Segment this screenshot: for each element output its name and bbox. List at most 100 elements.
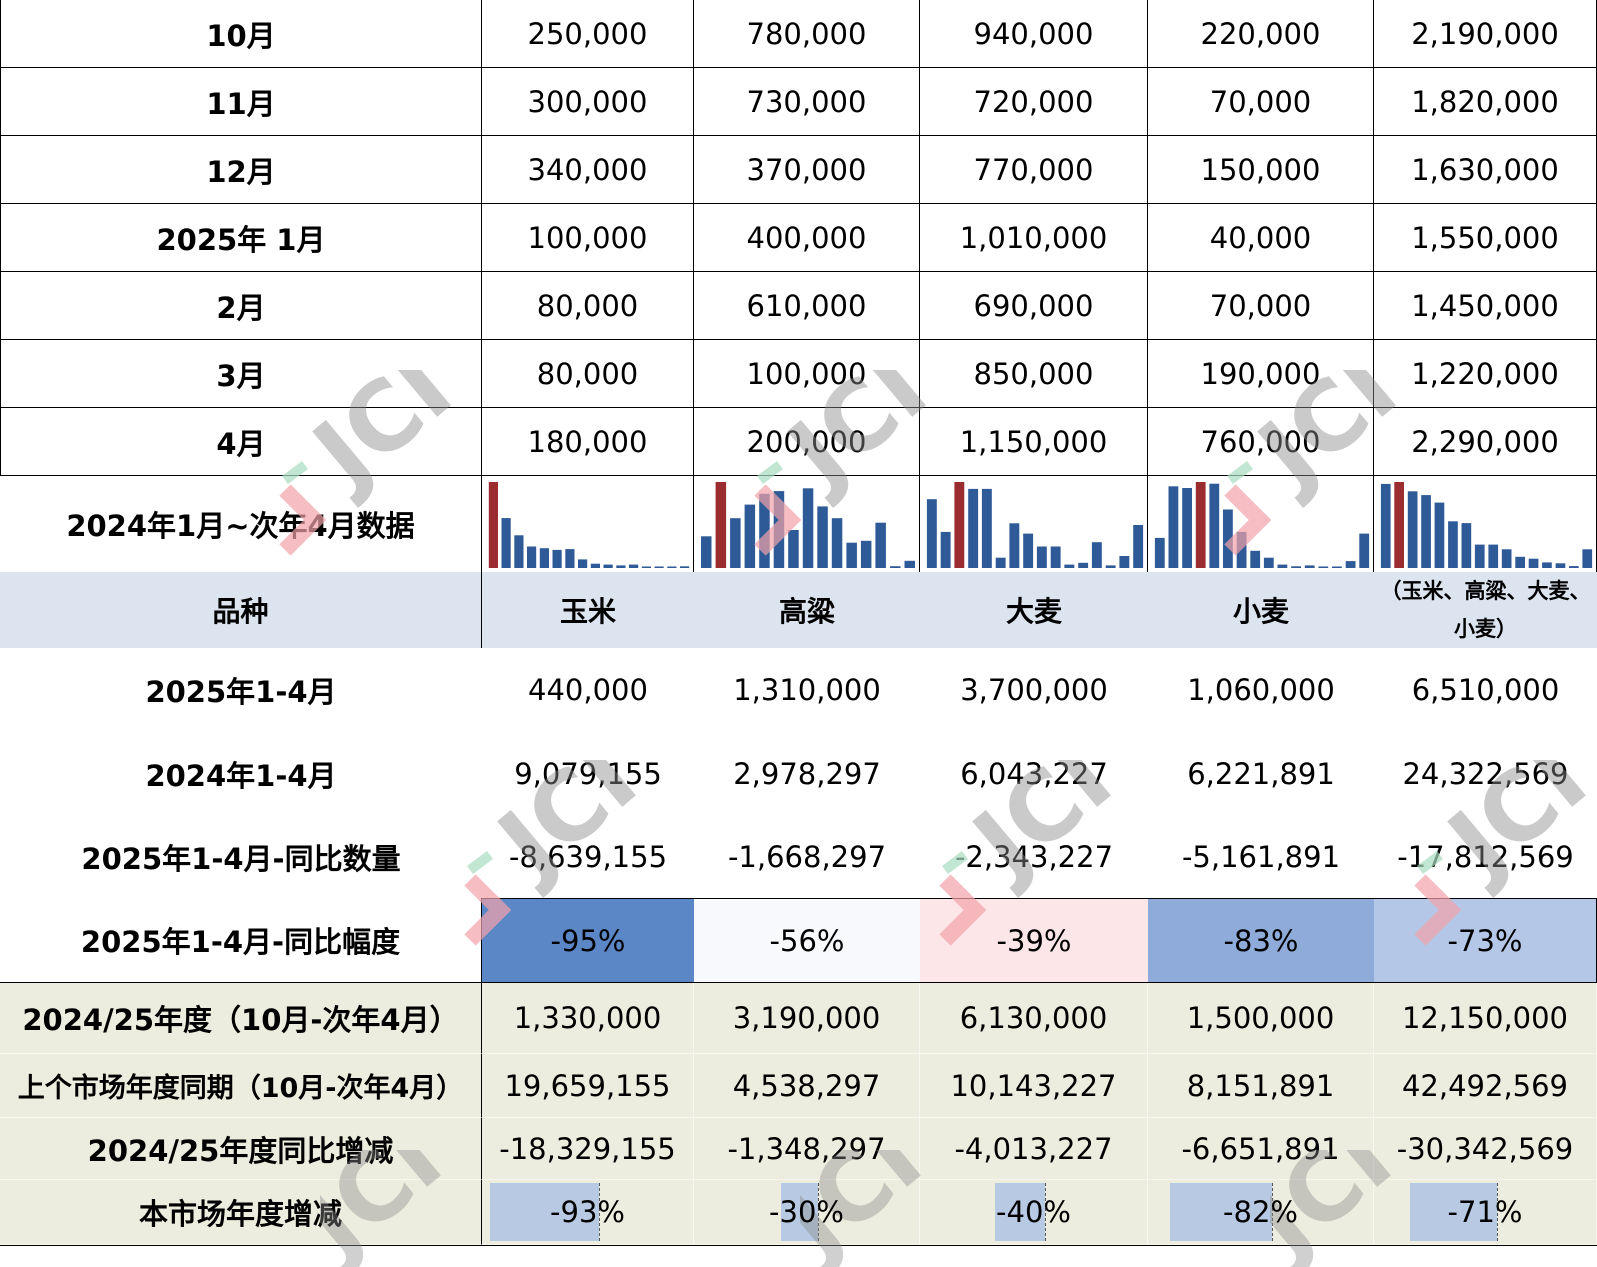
sparkline-bar [1132, 525, 1143, 568]
wheat-sparkline-chart [1154, 482, 1369, 568]
total-value: 2,290,000 [1374, 408, 1597, 476]
row-label: 2025年1-4月-同比幅度 [0, 898, 482, 982]
sparkline-bar [1407, 491, 1417, 568]
sparkline-bar [1077, 562, 1088, 568]
sparkline-bar [679, 566, 689, 568]
wheat-value: 40,000 [1148, 204, 1374, 272]
data-bar-axis [1045, 1183, 1047, 1241]
barley-value: 10,143,227 [920, 1054, 1148, 1118]
data-bar-axis [1272, 1183, 1274, 1241]
sparkline-bar [1380, 483, 1391, 568]
row-label: 12月 [0, 136, 482, 204]
row-label: 3月 [0, 340, 482, 408]
wheat-season-pct: -82% [1148, 1180, 1374, 1245]
sorghum-sparkline [694, 476, 920, 572]
total-value: 1,550,000 [1374, 204, 1597, 272]
table-row: 2025年 1月 100,000 400,000 1,010,000 40,00… [0, 204, 1597, 272]
table-row: 12月 340,000 370,000 770,000 150,000 1,63… [0, 136, 1597, 204]
total-value: 1,450,000 [1374, 272, 1597, 340]
sparkline-bar [1195, 482, 1206, 568]
total-value: 1,220,000 [1374, 340, 1597, 408]
sparkline-bar [1358, 533, 1369, 568]
sparkline-bar [1514, 556, 1525, 568]
row-label: 2025年 1月 [0, 204, 482, 272]
row-label: 上个市场年度同期（10月-次年4月） [0, 1054, 482, 1118]
sparkline-bar [1434, 502, 1444, 568]
sparkline-bar [564, 549, 574, 568]
sparkline-bar [981, 488, 992, 568]
pct-label: -40% [996, 1195, 1071, 1229]
table-row: 2025年1-4月-同比数量 -8,639,155 -1,668,297 -2,… [0, 816, 1597, 898]
table-row: 2024/25年度同比增减 -18,329,155 -1,348,297 -4,… [0, 1118, 1597, 1180]
wheat-value: 150,000 [1148, 136, 1374, 204]
sparkline-bar [802, 488, 813, 568]
barley-sparkline [920, 476, 1148, 572]
table-row: 2月 80,000 610,000 690,000 70,000 1,450,0… [0, 272, 1597, 340]
sparkline-bar [1208, 483, 1219, 568]
sparkline-bar [816, 506, 828, 568]
corn-value: -18,329,155 [482, 1118, 694, 1180]
sorghum-sparkline-chart [700, 482, 915, 568]
sparkline-bar [488, 482, 498, 568]
sparkline-bar [1050, 546, 1061, 568]
corn-value: 100,000 [482, 204, 694, 272]
sorghum-season-pct: -30% [694, 1180, 920, 1245]
table-row: 2024年1-4月 9,079,155 2,978,297 6,043,227 … [0, 732, 1597, 816]
sparkline-bar [715, 482, 726, 568]
sparkline-bar [1304, 565, 1315, 568]
total-value: -30,342,569 [1374, 1118, 1597, 1180]
sorghum-value: 730,000 [694, 68, 920, 136]
wheat-value: 760,000 [1148, 408, 1374, 476]
sparkline-bar [1277, 564, 1287, 568]
corn-value: 340,000 [482, 136, 694, 204]
total-sparkline [1374, 476, 1597, 572]
row-label: 10月 [0, 0, 482, 68]
row-label: 2024/25年度（10月-次年4月） [0, 983, 482, 1054]
table-row: 11月 300,000 730,000 720,000 70,000 1,820… [0, 68, 1597, 136]
corn-value: -8,639,155 [508, 840, 668, 874]
row-label: 2024年1-4月 [145, 759, 337, 793]
table-row: 上个市场年度同期（10月-次年4月） 19,659,155 4,538,297 … [0, 1054, 1597, 1118]
barley-value: 6,043,227 [960, 757, 1108, 791]
sparkline-bar [641, 566, 651, 568]
data-bar-fill [490, 1183, 599, 1241]
sparkline-bar [1568, 566, 1579, 568]
total-value: 2,190,000 [1374, 0, 1597, 68]
barley-value: 3,700,000 [960, 673, 1108, 707]
sparkline-bar [1063, 564, 1074, 568]
header-total: （玉米、高粱、大麦、小麦） [1380, 579, 1591, 641]
sparkline-bar [940, 531, 951, 568]
pct-label: -93% [550, 1195, 625, 1229]
header-sorghum: 高粱 [778, 595, 835, 628]
total-value: 24,322,569 [1402, 757, 1569, 791]
sparkline-bar [967, 488, 978, 568]
total-value: 42,492,569 [1374, 1054, 1597, 1118]
sparkline-bar [526, 546, 536, 568]
barley-value: 940,000 [920, 0, 1148, 68]
wheat-value: 1,060,000 [1187, 673, 1335, 707]
sparkline-bar [1008, 523, 1019, 568]
barley-value: 6,130,000 [920, 983, 1148, 1054]
season-pct-row: 本市场年度增减 -93% -30% -40% -82% -71% [0, 1180, 1597, 1246]
barley-value: 720,000 [920, 68, 1148, 136]
row-label: 2025年1-4月 [145, 675, 337, 709]
barley-value: 1,010,000 [920, 204, 1148, 272]
wheat-value: 190,000 [1148, 340, 1374, 408]
sorghum-value: 2,978,297 [733, 757, 881, 791]
sparkline-bar [1461, 523, 1471, 568]
data-bar-axis [818, 1183, 820, 1241]
data-bar-fill [1170, 1183, 1273, 1241]
sparkline-bar [590, 563, 600, 568]
total-value: -17,812,569 [1397, 840, 1574, 874]
sorghum-value: -1,668,297 [727, 840, 887, 874]
barley-value: 1,150,000 [920, 408, 1148, 476]
corn-value: 250,000 [482, 0, 694, 68]
sorghum-value: 4,538,297 [694, 1054, 920, 1118]
sparkline-bar [513, 535, 523, 568]
sparkline-bar [787, 530, 799, 568]
sparkline-bar [1528, 558, 1538, 568]
barley-value: -2,343,227 [954, 840, 1114, 874]
barley-value: 850,000 [920, 340, 1148, 408]
sparkline-row: 2024年1月~次年4月数据 [0, 476, 1597, 572]
